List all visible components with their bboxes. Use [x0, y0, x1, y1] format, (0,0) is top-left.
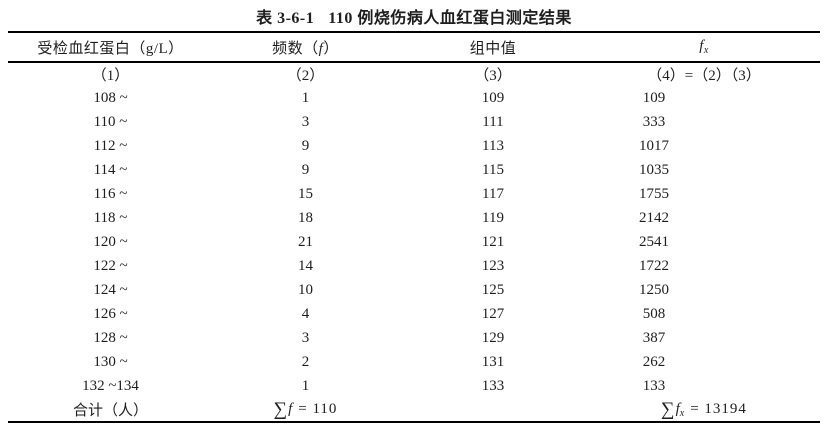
hemoglobin-table: 受检血红蛋白（g/L） 频数（f） 组中值 fx （1） （2） （3） （4）…: [8, 31, 820, 423]
table-row: 124 ~ 10 125 1250: [8, 278, 820, 302]
frequency: 4: [301, 305, 310, 322]
frequency: 15: [298, 185, 313, 202]
hb-range: 114 ~: [93, 161, 128, 178]
frequency: 9: [301, 161, 310, 178]
hb-range: 120 ~: [93, 233, 128, 250]
hb-range: 112 ~: [93, 137, 128, 154]
table-title: 表 3-6-1 110 例烧伤病人血红蛋白测定结果: [0, 0, 828, 30]
table-row: 120 ~ 21 121 2541: [8, 230, 820, 254]
fx-value: 508: [642, 305, 666, 322]
midpoint: 113: [482, 137, 504, 154]
table-row: 112 ~ 9 113 1017: [8, 134, 820, 158]
header-row: 受检血红蛋白（g/L） 频数（f） 组中值 fx: [8, 32, 820, 62]
midpoint: 131: [481, 353, 505, 370]
table-row: 116 ~ 15 117 1755: [8, 182, 820, 206]
table-row: 118 ~ 18 119 2142: [8, 206, 820, 230]
total-row: 合计（人） ∑f = 110 ∑fx = 13194: [8, 398, 820, 422]
table-title-text: 110 例烧伤病人血红蛋白测定结果: [328, 10, 572, 27]
fx-value: 1755: [639, 185, 669, 202]
table-row: 130 ~ 2 131 262: [8, 350, 820, 374]
frequency: 18: [298, 209, 313, 226]
col-header-hb-range: 受检血红蛋白（g/L）: [37, 40, 184, 57]
fx-value: 1035: [639, 161, 669, 178]
sigma-icon: ∑: [661, 398, 675, 420]
col-header-midpoint: 组中值: [469, 40, 517, 57]
fx-value: 1250: [639, 281, 669, 298]
frequency: 1: [301, 89, 310, 106]
frequency: 14: [298, 257, 313, 274]
col-header-fx: fx: [699, 38, 709, 56]
hb-range: 126 ~: [93, 305, 128, 322]
hb-range: 118 ~: [93, 209, 128, 226]
hb-range: 132 ~134: [82, 377, 139, 394]
midpoint: 117: [482, 185, 504, 202]
frequency: 3: [301, 113, 310, 130]
midpoint: 121: [481, 233, 505, 250]
fx-value: 133: [642, 377, 666, 394]
index-2: （2）: [286, 68, 325, 84]
index-1: （1）: [91, 68, 130, 84]
sum-frequency: ∑f = 110: [273, 398, 338, 420]
fx-value: 109: [642, 89, 666, 106]
table-row: 122 ~ 14 123 1722: [8, 254, 820, 278]
sum-fx: ∑fx = 13194: [661, 398, 747, 420]
fx-value: 1017: [639, 137, 669, 154]
fx-value: 262: [642, 353, 666, 370]
midpoint: 125: [481, 281, 505, 298]
fx-value: 1722: [639, 257, 669, 274]
midpoint: 129: [481, 329, 505, 346]
hb-range: 128 ~: [93, 329, 128, 346]
table-row: 114 ~ 9 115 1035: [8, 158, 820, 182]
index-3: （3）: [474, 68, 512, 84]
hb-range: 124 ~: [93, 281, 128, 298]
frequency: 2: [301, 353, 310, 370]
midpoint: 115: [482, 161, 504, 178]
frequency: 9: [301, 137, 310, 154]
frequency: 1: [301, 377, 310, 394]
hb-range: 130 ~: [93, 353, 128, 370]
total-label: 合计（人）: [72, 403, 148, 419]
table-row: 126 ~ 4 127 508: [8, 302, 820, 326]
frequency: 21: [298, 233, 313, 250]
hb-range: 116 ~: [93, 185, 128, 202]
fx-value: 2142: [639, 209, 669, 226]
table-row: 132 ~134 1 133 133: [8, 374, 820, 398]
midpoint: 119: [482, 209, 504, 226]
midpoint: 111: [482, 113, 504, 130]
midpoint: 133: [481, 377, 505, 394]
table-number: 表 3-6-1: [256, 10, 315, 27]
column-index-row: （1） （2） （3） （4）=（2）（3）: [8, 62, 820, 86]
hb-range: 110 ~: [93, 113, 128, 130]
fx-value: 333: [642, 113, 666, 130]
fx-value: 2541: [639, 233, 669, 250]
table-row: 128 ~ 3 129 387: [8, 326, 820, 350]
sigma-icon: ∑: [273, 398, 288, 420]
hb-range: 108 ~: [93, 89, 128, 106]
midpoint: 127: [481, 305, 505, 322]
hb-range: 122 ~: [93, 257, 128, 274]
frequency: 10: [298, 281, 313, 298]
index-4-formula: （4）=（2）（3）: [647, 68, 761, 84]
col-header-frequency: 频数（f）: [272, 40, 339, 57]
table-row: 110 ~ 3 111 333: [8, 110, 820, 134]
frequency: 3: [301, 329, 310, 346]
fx-value: 387: [642, 329, 666, 346]
midpoint: 109: [481, 89, 505, 106]
empty-cell: [398, 398, 588, 422]
table-row: 108 ~ 1 109 109: [8, 86, 820, 110]
midpoint: 123: [481, 257, 505, 274]
